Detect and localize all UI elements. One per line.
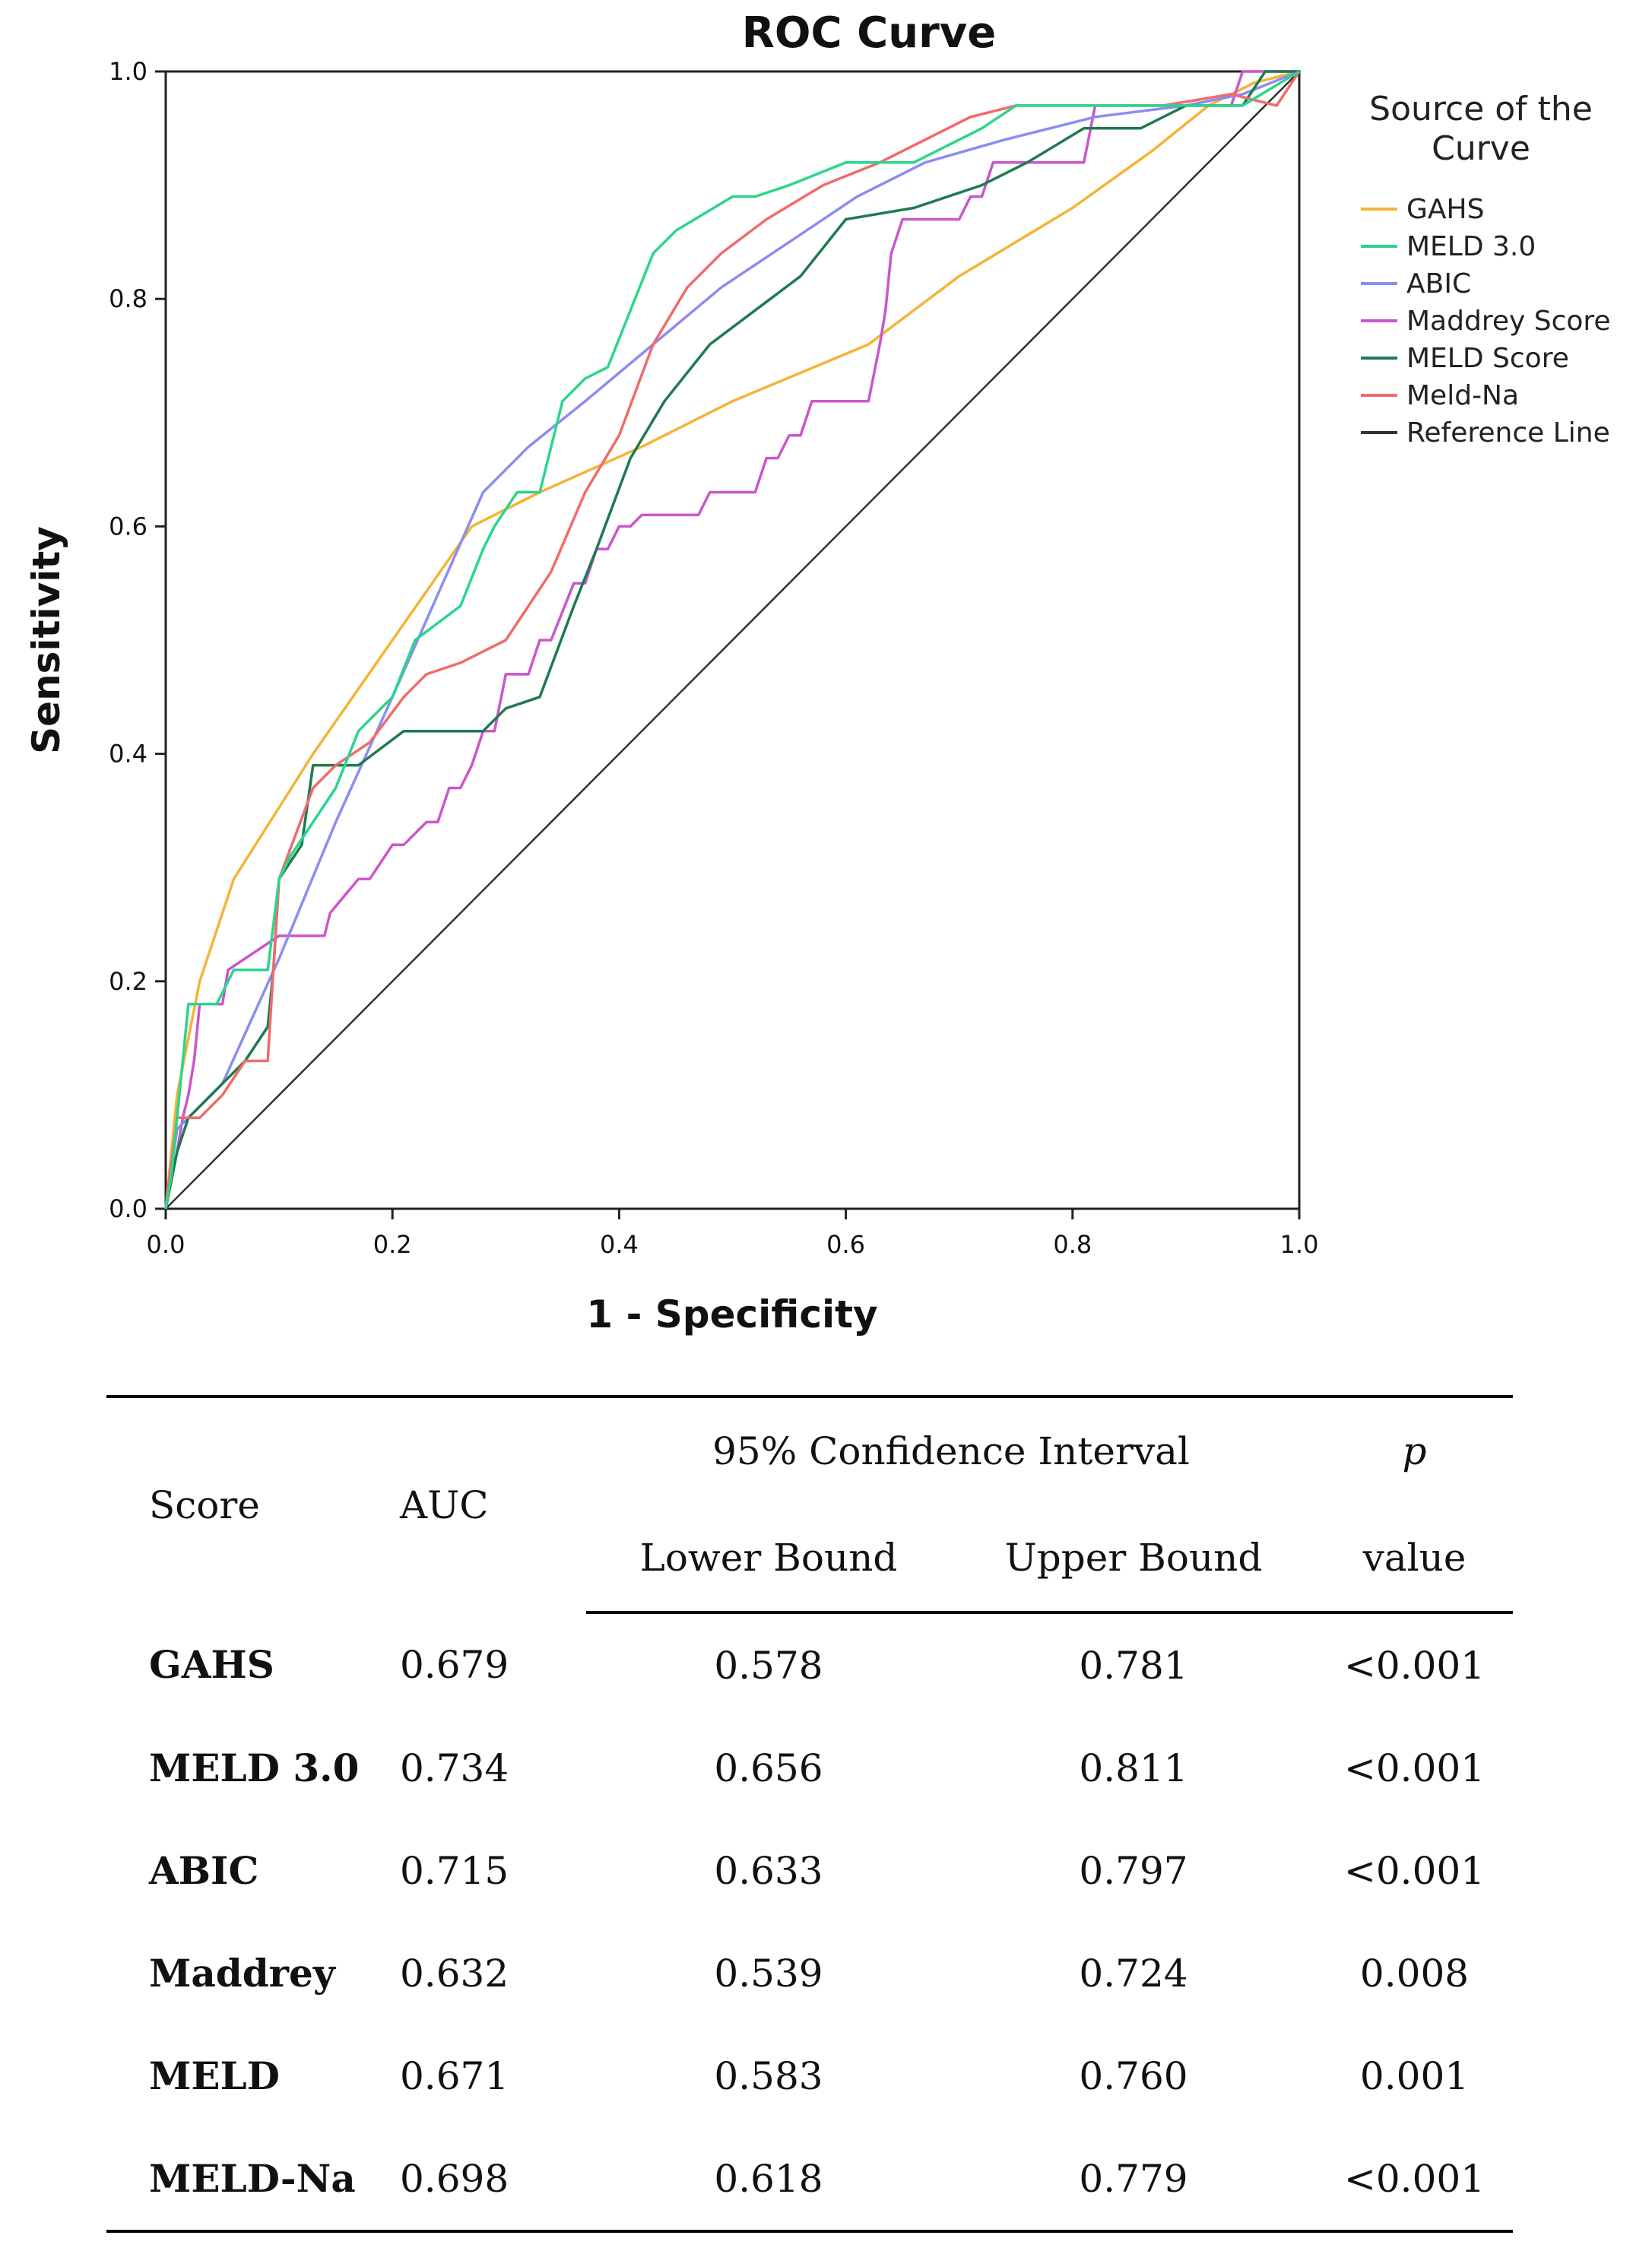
cell-lower: 0.583 — [714, 2053, 823, 2098]
cell-p: 0.001 — [1359, 2053, 1470, 2098]
cell-p: <0.001 — [1343, 1643, 1486, 1688]
cell-auc: 0.671 — [400, 2053, 509, 2098]
cell-auc: 0.679 — [400, 1642, 509, 1687]
roc-figure: ROC Curve 0.0 0.2 0.4 0.6 0.8 1.0 0.0 0.2 0.4 0.6… — [24, 8, 1611, 1336]
y-tick-label: 0.2 — [109, 967, 147, 996]
legend-label-meld-score: MELD Score — [1406, 343, 1569, 374]
cell-upper: 0.779 — [951, 2127, 1316, 2233]
cell-lower: 0.618 — [586, 2127, 951, 2233]
cell-p: <0.001 — [1343, 1745, 1486, 1790]
legend-label-meld-3-0: MELD 3.0 — [1406, 231, 1536, 262]
series-line-gahs — [164, 70, 1300, 1210]
x-axis-title: 1 - Specificity — [586, 1292, 877, 1336]
series-line-meld-na — [164, 71, 1301, 1210]
cell-score: GAHS — [149, 1642, 274, 1687]
legend-label-maddrey-score: Maddrey Score — [1406, 306, 1611, 337]
cell-upper: 0.781 — [1079, 1643, 1188, 1688]
y-tick-label: 0.4 — [109, 740, 147, 769]
cell-lower: 0.656 — [714, 1745, 823, 1790]
plot-frame — [164, 70, 1301, 1210]
header-upper-bound: Upper Bound — [951, 1504, 1316, 1614]
legend-title-line2: Curve — [1432, 129, 1530, 168]
x-tick-label: 0.4 — [600, 1230, 639, 1259]
series-line-meld-score — [164, 70, 1299, 1210]
y-tick-label: 0.0 — [109, 1194, 147, 1223]
header-p: p — [1316, 1395, 1513, 1504]
cell-p: 0.008 — [1359, 1951, 1470, 1996]
legend: Source of the Curve GAHS MELD 3.0 ABIC Maddr… — [1361, 90, 1611, 449]
table-row: ABIC 0.715 0.633 0.797 <0.001 — [106, 1819, 1513, 1922]
cell-auc: 0.734 — [400, 1745, 509, 1790]
y-tick-label: 0.6 — [109, 512, 147, 541]
cell-lower: 0.633 — [714, 1848, 823, 1893]
cell-auc: 0.715 — [400, 1848, 509, 1893]
cell-score: Maddrey — [149, 1951, 335, 1996]
x-tick-label: 0.0 — [147, 1230, 185, 1259]
series-line-abic — [164, 70, 1300, 1210]
cell-score: ABIC — [149, 1848, 259, 1893]
cell-score: MELD 3.0 — [149, 1745, 360, 1790]
roc-chart: ROC Curve 0.0 0.2 0.4 0.6 0.8 1.0 0.0 0.2 0.4 0.6… — [24, 8, 1611, 1336]
cell-score: MELD — [149, 2053, 280, 2098]
table-row: MELD 3.0 0.734 0.656 0.811 <0.001 — [106, 1717, 1513, 1819]
cell-p: <0.001 — [1316, 2127, 1513, 2233]
x-tick-label: 1.0 — [1280, 1230, 1319, 1259]
cell-lower: 0.578 — [714, 1643, 823, 1688]
series-line-maddrey-score — [164, 70, 1299, 1210]
table-row: GAHS 0.679 0.578 0.781 <0.001 — [106, 1612, 1513, 1717]
cell-upper: 0.760 — [1079, 2053, 1188, 2098]
cell-auc: 0.632 — [400, 1951, 509, 1996]
y-tick-label: 0.8 — [109, 284, 147, 313]
legend-label-reference-line: Reference Line — [1406, 417, 1610, 449]
x-tick-label: 0.6 — [826, 1230, 865, 1259]
header-auc: AUC — [400, 1395, 586, 1612]
legend-title: Source of the — [1369, 90, 1593, 128]
legend-label-abic: ABIC — [1406, 268, 1471, 300]
legend-label-meld-na: Meld-Na — [1406, 380, 1519, 411]
cell-upper: 0.797 — [1079, 1848, 1188, 1893]
header-p-value: value — [1316, 1504, 1513, 1614]
header-lower-bound: Lower Bound — [586, 1504, 951, 1614]
series-line-meld-3-0 — [164, 70, 1300, 1210]
table-row: Maddrey 0.632 0.539 0.724 0.008 — [106, 1922, 1513, 2024]
table-header-row: Score AUC 95% Confidence Interval p — [106, 1395, 1513, 1612]
y-axis-title: Sensitivity — [24, 526, 68, 754]
chart-title: ROC Curve — [742, 8, 996, 58]
table-row: MELD-Na 0.698 0.618 0.779 <0.001 — [106, 2127, 1513, 2233]
legend-label-gahs: GAHS — [1406, 194, 1484, 225]
header-score: Score — [106, 1395, 400, 1612]
table-subheader-row: Lower Bound Upper Bound value — [106, 1504, 1513, 1614]
series-line-reference-line — [165, 71, 1300, 1210]
cell-upper: 0.811 — [1079, 1745, 1188, 1790]
header-ci: 95% Confidence Interval — [586, 1395, 1316, 1504]
cell-lower: 0.539 — [714, 1951, 823, 1996]
x-tick-label: 0.8 — [1053, 1230, 1092, 1259]
auc-table-container: Score AUC 95% Confidence Interval p Lowe… — [106, 1395, 1513, 2233]
x-tick-label: 0.2 — [373, 1230, 412, 1259]
y-tick-label: 1.0 — [109, 57, 147, 86]
cell-upper: 0.724 — [1079, 1951, 1188, 1996]
cell-p: <0.001 — [1343, 1848, 1486, 1893]
table-row: MELD 0.671 0.583 0.760 0.001 — [106, 2024, 1513, 2127]
cell-auc: 0.698 — [400, 2127, 586, 2233]
cell-score: MELD-Na — [106, 2127, 400, 2233]
auc-table: Score AUC 95% Confidence Interval p Lowe… — [106, 1395, 1513, 2233]
